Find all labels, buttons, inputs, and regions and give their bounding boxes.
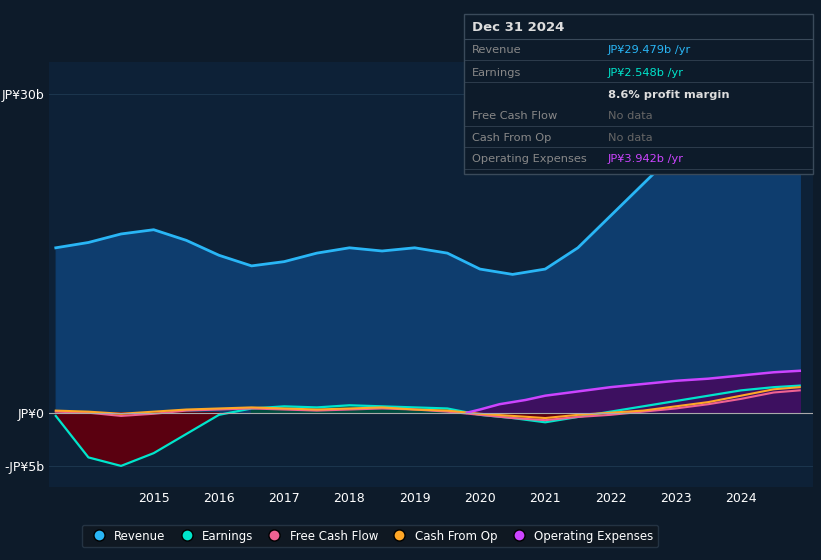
Text: JP¥3.942b /yr: JP¥3.942b /yr — [608, 154, 684, 164]
Text: Revenue: Revenue — [472, 45, 521, 55]
Text: Free Cash Flow: Free Cash Flow — [472, 111, 557, 122]
Text: No data: No data — [608, 133, 652, 143]
Text: No data: No data — [608, 111, 652, 122]
Legend: Revenue, Earnings, Free Cash Flow, Cash From Op, Operating Expenses: Revenue, Earnings, Free Cash Flow, Cash … — [82, 525, 658, 547]
Text: JP¥2.548b /yr: JP¥2.548b /yr — [608, 68, 684, 78]
Text: JP¥29.479b /yr: JP¥29.479b /yr — [608, 45, 690, 55]
Text: Dec 31 2024: Dec 31 2024 — [472, 21, 565, 34]
Text: Earnings: Earnings — [472, 68, 521, 78]
Text: 8.6% profit margin: 8.6% profit margin — [608, 90, 729, 100]
Text: Operating Expenses: Operating Expenses — [472, 154, 587, 164]
Text: Cash From Op: Cash From Op — [472, 133, 552, 143]
